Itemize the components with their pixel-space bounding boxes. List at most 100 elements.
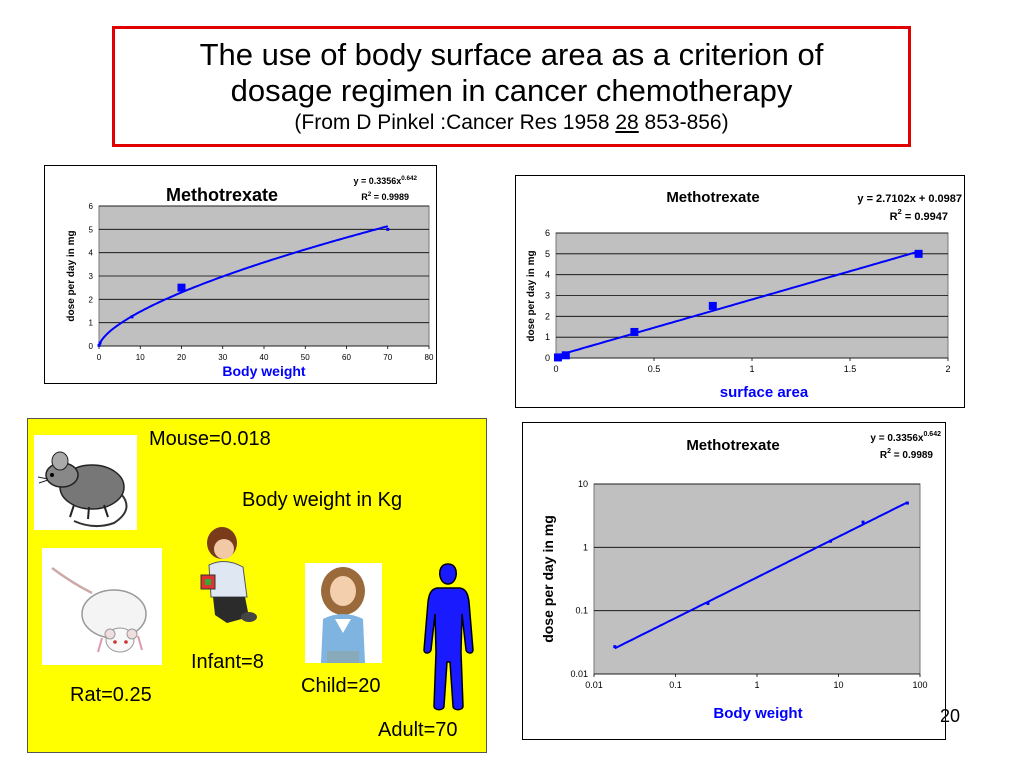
data-point <box>905 501 909 505</box>
rat-label: Rat=0.25 <box>70 684 152 706</box>
mouse-label: Mouse=0.018 <box>149 428 271 450</box>
r-squared-symbol: R <box>890 211 898 223</box>
x-tick-label: 0.5 <box>648 364 661 374</box>
equation-text: y = 0.3356x <box>870 433 924 444</box>
source-prefix: (From D Pinkel :Cancer Res 1958 <box>294 111 616 134</box>
y-tick-label: 3 <box>89 272 94 281</box>
r-squared-value: = 0.9947 <box>902 211 948 223</box>
data-point <box>914 249 923 258</box>
trendline-equation: y = 2.7102x + 0.0987 <box>857 193 962 205</box>
y-tick-label: 4 <box>89 249 94 258</box>
mouse-image <box>34 435 137 530</box>
data-point <box>98 341 102 345</box>
data-point <box>553 353 562 362</box>
x-tick-label: 80 <box>425 353 434 362</box>
x-axis-label: surface area <box>720 384 809 401</box>
r-squared-value: = 0.9989 <box>371 192 409 202</box>
infant-icon <box>200 527 257 623</box>
data-point <box>630 327 639 336</box>
data-point <box>708 301 717 310</box>
trendline <box>614 501 908 650</box>
data-point <box>561 351 570 360</box>
person-icon <box>423 563 474 711</box>
chart-panel-body-weight-linear: 0 1 2 3 4 5 6 0 10 20 30 40 50 60 70 80 Methotrexate y = … <box>44 165 437 384</box>
page-number: 20 <box>940 706 961 726</box>
chart-title: Methotrexate <box>166 185 278 205</box>
source-suffix: 853-856) <box>638 111 729 134</box>
x-tick-label: 70 <box>383 353 392 362</box>
equation-text: y = 2.7102x + 0.0987 <box>857 193 962 205</box>
y-tick-label: 10 <box>578 479 588 489</box>
y-tick-label: 0.1 <box>575 606 588 616</box>
r-squared: R2 = 0.9989 <box>361 191 409 202</box>
child-label: Child=20 <box>301 675 381 697</box>
child-icon <box>321 567 365 663</box>
species-panel: Mouse=0.018 Body weight in Kg Rat=0.25 I… <box>27 418 487 753</box>
rat-image <box>42 548 162 665</box>
y-tick-label: 0 <box>89 342 94 351</box>
trendline-equation: y = 0.3356x0.642 <box>353 175 417 186</box>
y-tick-label: 4 <box>545 270 550 280</box>
y-axis-label: dose per day in mg <box>66 230 77 321</box>
data-point <box>97 343 101 347</box>
x-tick-label: 50 <box>301 353 310 362</box>
y-tick-label: 5 <box>545 249 550 259</box>
data-point <box>177 283 186 292</box>
x-tick-label: 1.5 <box>844 364 857 374</box>
x-tick-label: 0 <box>97 353 102 362</box>
r-squared-symbol: R <box>361 192 368 202</box>
x-tick-label: 100 <box>912 680 927 690</box>
x-tick-label: 30 <box>218 353 227 362</box>
y-tick-label: 1 <box>545 332 550 342</box>
chart-title: Methotrexate <box>686 437 779 454</box>
data-point <box>386 227 390 231</box>
y-tick-label: 2 <box>545 311 550 321</box>
y-tick-label: 6 <box>545 228 550 238</box>
y-tick-label: 0 <box>545 353 550 363</box>
x-axis-label: Body weight <box>713 705 802 722</box>
x-tick-label: 0.01 <box>585 680 603 690</box>
r-squared: R2 = 0.9947 <box>890 207 948 223</box>
y-tick-label: 2 <box>89 295 94 304</box>
x-tick-label: 20 <box>177 353 186 362</box>
chart-panel-surface-area: 0 1 2 3 4 5 6 0 0.5 1 1.5 2 Methotrexate y = 2.7102x … <box>515 175 965 408</box>
slide-title-line1: The use of body surface area as a criter… <box>199 37 824 72</box>
y-tick-label: 6 <box>89 202 94 211</box>
y-tick-label: 1 <box>583 542 588 552</box>
rat-icon <box>51 566 147 653</box>
data-point <box>613 645 617 649</box>
infant-image <box>197 525 262 628</box>
x-tick-label: 1 <box>754 680 759 690</box>
chart-title: Methotrexate <box>666 189 759 206</box>
adult-label: Adult=70 <box>378 719 458 741</box>
chart-surface-area: 0 1 2 3 4 5 6 0 0.5 1 1.5 2 Methotrexate y = 2.7102x … <box>526 189 962 401</box>
slide-title-line2: dosage regimen in cancer chemotherapy <box>230 73 793 108</box>
body-weight-header: Body weight in Kg <box>242 489 403 511</box>
data-point <box>861 520 865 524</box>
title-box: The use of body surface area as a criter… <box>112 26 911 147</box>
r-squared: R2 = 0.9989 <box>880 448 934 461</box>
y-tick-label: 5 <box>89 225 94 234</box>
equation-text: y = 0.3356x <box>353 176 401 186</box>
x-tick-label: 40 <box>260 353 269 362</box>
adult-figure <box>421 562 476 712</box>
equation-exponent: 0.642 <box>923 431 941 438</box>
slide-source: (From D Pinkel :Cancer Res 1958 28 853-8… <box>115 110 908 136</box>
y-tick-label: 1 <box>89 319 94 328</box>
x-tick-label: 10 <box>136 353 145 362</box>
data-point <box>130 315 134 319</box>
x-tick-label: 0 <box>553 364 558 374</box>
r-squared-symbol: R <box>880 450 888 461</box>
x-tick-label: 0.1 <box>669 680 682 690</box>
r-squared-exponent: 2 <box>887 448 891 455</box>
r-squared-exponent: 2 <box>368 191 372 198</box>
x-tick-label: 2 <box>945 364 950 374</box>
chart-panel-body-weight-log: 0.01 0.1 1 10 0.01 0.1 1 10 100 Methotrexate y = 0… <box>522 422 946 740</box>
infant-label: Infant=8 <box>191 651 264 673</box>
r-squared-value: = 0.9989 <box>891 450 933 461</box>
trendline <box>555 250 919 357</box>
source-volume: 28 <box>615 111 639 134</box>
trendline-equation: y = 0.3356x0.642 <box>870 431 941 444</box>
y-tick-label: 0.01 <box>570 669 588 679</box>
